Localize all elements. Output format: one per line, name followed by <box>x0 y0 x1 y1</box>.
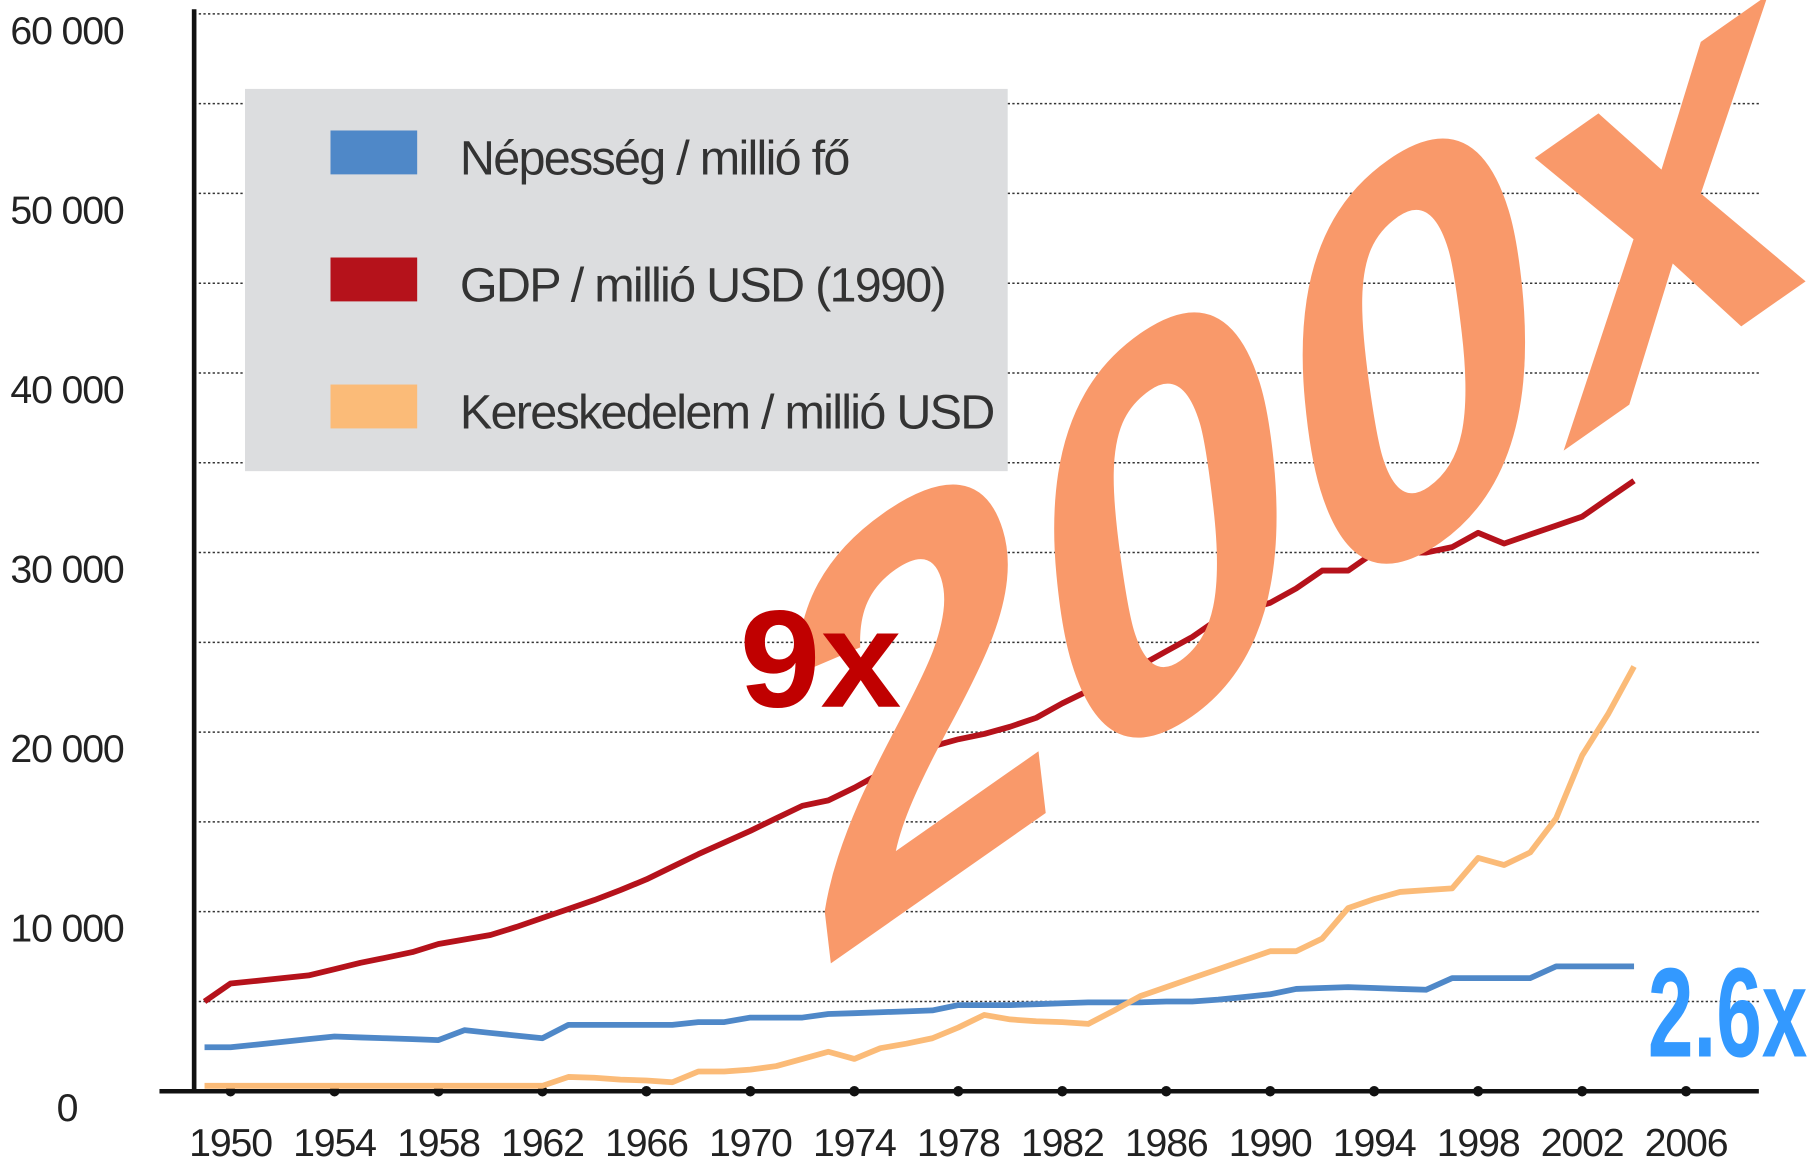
x-tick-label: 1962 <box>501 1121 584 1164</box>
x-tick-label: 1974 <box>813 1121 896 1164</box>
x-tick-label: 1970 <box>709 1121 792 1164</box>
x-tick-label: 1954 <box>293 1121 376 1164</box>
series-line <box>204 665 1637 1089</box>
x-tick-label: 1998 <box>1437 1121 1520 1164</box>
y-tick-label: 30 000 <box>10 548 124 592</box>
x-tick-dot <box>1680 1086 1692 1097</box>
x-tick-dot <box>1161 1086 1172 1097</box>
x-tick-label: 1950 <box>189 1121 272 1164</box>
y-tick-label: 40 000 <box>10 368 124 412</box>
lines <box>202 478 1637 1089</box>
y-tick-label: 10 000 <box>10 907 124 951</box>
y-tick-label: 20 000 <box>10 727 124 771</box>
legend-label: Kereskedelem / millió USD <box>460 386 994 440</box>
x-tick-label: 1966 <box>605 1121 688 1164</box>
x-tick-label: 1994 <box>1333 1121 1416 1164</box>
y-tick-label: 50 000 <box>10 188 124 232</box>
x-tick-label: 2002 <box>1541 1121 1624 1164</box>
x-tick-label: 1982 <box>1021 1121 1104 1164</box>
annotation: 2.6x <box>1648 942 1807 1084</box>
grid: 0 10 000 20 000 30 000 40 000 50 000 60 000 195… <box>10 9 1759 1164</box>
legend-swatch <box>330 384 418 429</box>
legend: Népesség / millió fő GDP / millió USD (19… <box>244 88 1008 472</box>
legend-label: Népesség / millió fő <box>460 131 849 185</box>
legend-label: GDP / millió USD (1990) <box>460 259 945 313</box>
x-tick-label: 1986 <box>1125 1121 1208 1164</box>
series-line <box>202 478 1636 1004</box>
x-tick-dot <box>1264 1086 1276 1097</box>
x-tick-dot <box>953 1086 964 1097</box>
x-tick-dot <box>1472 1086 1484 1097</box>
x-tick-dot <box>745 1086 756 1097</box>
x-tick-dot <box>1057 1086 1068 1097</box>
x-tick-label: 1990 <box>1229 1121 1312 1164</box>
legend-swatch <box>330 257 418 302</box>
x-tick-label: 1958 <box>397 1121 480 1164</box>
y-tick-label: 0 <box>57 1086 78 1130</box>
series-line <box>204 963 1635 1051</box>
legend-swatch <box>330 130 418 175</box>
x-tick-label: 1978 <box>917 1121 1000 1164</box>
annotation: 9x <box>740 583 902 737</box>
x-tick-dot <box>1576 1086 1588 1097</box>
x-tick-dot <box>849 1086 860 1097</box>
y-tick-label: 60 000 <box>10 9 124 53</box>
x-tick-dot <box>1368 1086 1380 1097</box>
x-tick-dot <box>641 1086 652 1097</box>
x-tick-label: 2006 <box>1645 1121 1728 1164</box>
